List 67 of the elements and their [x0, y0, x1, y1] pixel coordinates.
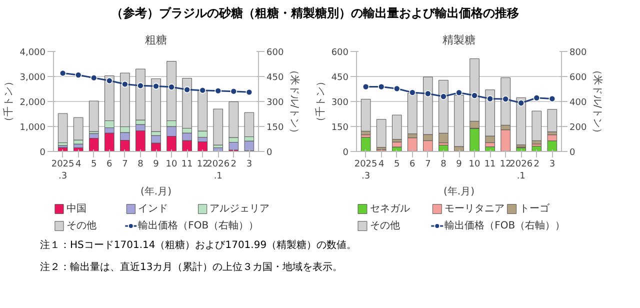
y-axis-title: （千トン）	[314, 76, 326, 126]
x-axis-title: (年.月)	[140, 186, 172, 198]
x-tick-label: 6	[410, 160, 416, 170]
x-tick-label: 6	[106, 160, 113, 170]
legend-label: その他	[370, 220, 400, 232]
x-tick-label: 7	[425, 160, 431, 170]
x-tick-label: 4	[75, 160, 82, 170]
y2-axis-title: （米ドル/トン）	[592, 64, 604, 138]
y-axis-title: （千トン）	[2, 76, 15, 126]
text: 注１：HSコード1701.14（粗糖）および1701.99（精製糖）の数値。	[40, 239, 357, 253]
x-tick-label: 5	[91, 160, 97, 170]
x-tick-label: 10	[166, 160, 178, 170]
x-tick-label: 9	[153, 160, 160, 170]
x-tick-label: 8	[440, 160, 447, 170]
legend-label: アルジェリア	[210, 204, 270, 214]
legend-label: その他	[66, 220, 96, 232]
y2-tick-label: 300	[266, 98, 284, 108]
y2-tick-label: 600	[266, 48, 284, 58]
x-tick-label: 10	[468, 160, 481, 170]
x-tick-label: 12	[500, 160, 512, 170]
legend-label: 中国	[66, 202, 86, 214]
legend-label: トーゴ	[519, 202, 550, 214]
y2-tick-label: 450	[266, 73, 284, 83]
x-tick-label: 3	[549, 160, 556, 170]
y-tick-label: 2,000	[20, 98, 46, 108]
x-tick-label: 5	[394, 160, 400, 170]
x-tick-label: 8	[138, 160, 144, 170]
y-tick-label: 150	[331, 123, 349, 133]
x-tick-label: 4	[378, 160, 384, 170]
x-tick-label: 2026 .1	[510, 160, 533, 182]
y-tick-label: 3,000	[20, 73, 46, 83]
chart-subtitle: 精製糖	[442, 34, 476, 46]
legend-label: モーリタニア	[444, 204, 505, 214]
y-tick-label: 600	[331, 48, 349, 58]
chart-subtitle: 粗糖	[145, 34, 167, 46]
y2-tick-label: 800	[570, 48, 587, 58]
y2-tick-label: 0	[570, 148, 576, 158]
y2-tick-label: 150	[266, 123, 284, 133]
x-tick-label: 12	[196, 160, 208, 170]
y2-tick-label: 200	[570, 123, 587, 133]
y-tick-label: 450	[331, 73, 349, 83]
y-tick-label: 300	[331, 98, 349, 108]
legend-label: 輸出価格（FOB（右軸））	[138, 220, 259, 232]
legend-label: セネガル	[370, 204, 410, 214]
x-tick-label: 11	[484, 160, 496, 170]
x-tick-label: 2025 .3	[51, 160, 74, 182]
legend-label: インド	[138, 204, 168, 214]
y-tick-label: 4,000	[20, 48, 46, 58]
x-tick-label: 2025 .3	[354, 160, 378, 182]
x-tick-label: 11	[181, 160, 193, 170]
text: （参考）ブラジルの砂糖（粗糖・精製糖別）の輸出量および輸出価格の推移	[111, 5, 519, 22]
x-axis-title: (年.月)	[444, 186, 475, 198]
x-tick-label: 2026 .1	[206, 160, 230, 182]
x-tick-label: 3	[246, 160, 252, 170]
y-tick-label: 0	[342, 148, 349, 158]
y2-tick-label: 600	[570, 73, 587, 83]
x-tick-label: 7	[122, 160, 128, 170]
y-tick-label: 0	[40, 148, 46, 158]
legend-label: 輸出価格（FOB（右軸））	[444, 220, 566, 232]
y-tick-label: 1,000	[20, 123, 46, 133]
y2-tick-label: 400	[570, 98, 587, 108]
y2-tick-label: 0	[266, 148, 272, 158]
y2-axis-title: （米ドル/トン）	[288, 64, 301, 138]
x-tick-label: 9	[456, 160, 462, 170]
x-tick-label: 2	[230, 160, 237, 170]
text: 注２：輸出量は、直近13カ月（累計）の上位３カ国・地域を表示。	[40, 261, 343, 275]
x-tick-label: 2	[534, 160, 540, 170]
